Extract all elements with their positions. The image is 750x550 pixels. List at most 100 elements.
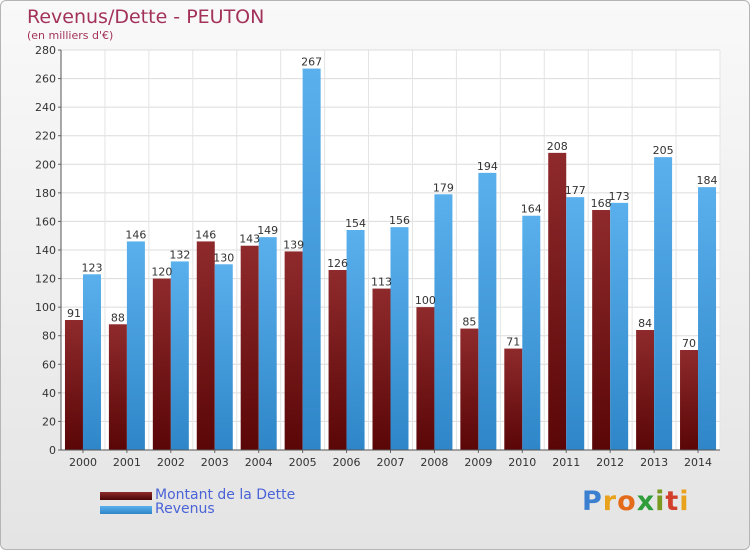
- bar-revenus-2013: [654, 157, 673, 450]
- bar-revenus-2008: [434, 194, 453, 450]
- bar-debt-2013: [636, 330, 655, 450]
- logo-letter: i: [679, 486, 690, 517]
- x-tick-label: 2006: [333, 456, 361, 469]
- bar-revenus-2012: [610, 202, 629, 450]
- y-tick-label: 100: [35, 301, 56, 314]
- x-tick-label: 2003: [201, 456, 229, 469]
- bar-revenus-2010: [522, 215, 541, 450]
- bar-debt-2001: [108, 324, 127, 450]
- bar-revenus-2004: [258, 237, 277, 450]
- bar-debt-2009: [460, 328, 479, 450]
- bar-revenus-2007: [390, 227, 409, 450]
- bar-revenus-2002: [170, 261, 189, 450]
- data-label-revenus: 149: [257, 224, 278, 237]
- y-tick-label: 0: [49, 444, 56, 457]
- bar-debt-2004: [240, 245, 259, 450]
- x-tick-label: 2011: [552, 456, 580, 469]
- legend-label-revenus: Revenus: [155, 501, 215, 517]
- logo-letter: x: [636, 486, 656, 517]
- logo-letter: i: [655, 486, 666, 517]
- data-label-revenus: 205: [653, 144, 674, 157]
- data-label-debt: 113: [371, 276, 392, 289]
- data-label-revenus: 123: [81, 261, 102, 274]
- x-tick-label: 2012: [596, 456, 624, 469]
- y-tick-label: 240: [35, 101, 56, 114]
- bar-revenus-2006: [346, 230, 365, 450]
- x-tick-label: 2004: [245, 456, 273, 469]
- y-tick-label: 140: [35, 244, 56, 257]
- bar-debt-2012: [592, 210, 611, 450]
- bar-revenus-2011: [566, 197, 585, 450]
- data-label-debt: 126: [327, 257, 348, 270]
- x-tick-label: 2009: [464, 456, 492, 469]
- bar-debt-2002: [152, 278, 171, 450]
- y-tick-label: 200: [35, 158, 56, 171]
- chart-subtitle: (en milliers d'€): [27, 29, 114, 42]
- data-label-debt: 70: [682, 337, 696, 350]
- bar-debt-2010: [504, 348, 523, 450]
- data-label-revenus: 179: [433, 181, 454, 194]
- proxiti-logo: Proxiti: [582, 486, 690, 517]
- logo-letter: o: [617, 486, 637, 517]
- bar-debt-2006: [328, 270, 347, 450]
- data-label-debt: 91: [67, 307, 81, 320]
- bar-debt-2008: [416, 307, 435, 450]
- data-label-debt: 139: [283, 238, 304, 251]
- bar-revenus-2005: [302, 68, 321, 451]
- x-tick-label: 2002: [157, 456, 185, 469]
- bar-debt-2014: [680, 350, 699, 450]
- data-label-debt: 84: [638, 317, 652, 330]
- bar-revenus-2003: [214, 264, 233, 450]
- data-label-debt: 88: [111, 311, 125, 324]
- bar-debt-2005: [284, 251, 303, 450]
- x-tick-label: 2005: [289, 456, 317, 469]
- bar-debt-2003: [196, 241, 215, 450]
- data-label-debt: 120: [151, 266, 172, 279]
- data-label-debt: 143: [239, 233, 260, 246]
- y-tick-label: 220: [35, 130, 56, 143]
- x-tick-label: 2007: [377, 456, 405, 469]
- y-tick-label: 260: [35, 73, 56, 86]
- data-label-revenus: 132: [169, 248, 190, 261]
- logo-letter: r: [602, 486, 618, 517]
- data-label-debt: 85: [462, 316, 476, 329]
- bar-revenus-2001: [126, 241, 145, 450]
- data-label-debt: 100: [415, 294, 436, 307]
- y-tick-label: 60: [42, 358, 56, 371]
- legend-label-debt: Montant de la Dette: [155, 487, 296, 503]
- y-tick-label: 160: [35, 215, 56, 228]
- legend-swatch-debt: [100, 492, 152, 500]
- logo-letter: P: [582, 486, 603, 517]
- y-tick-label: 180: [35, 187, 56, 200]
- data-label-revenus: 194: [477, 160, 498, 173]
- chart-title: Revenus/Dette - PEUTON: [27, 6, 265, 28]
- data-label-debt: 71: [506, 336, 520, 349]
- data-label-revenus: 184: [697, 174, 718, 187]
- y-tick-label: 40: [42, 387, 56, 400]
- x-tick-label: 2008: [420, 456, 448, 469]
- data-label-revenus: 156: [389, 214, 410, 227]
- y-tick-label: 120: [35, 273, 56, 286]
- x-tick-label: 2010: [508, 456, 536, 469]
- logo-letter: t: [665, 486, 680, 517]
- data-label-revenus: 173: [609, 190, 630, 203]
- x-tick-label: 2000: [69, 456, 97, 469]
- y-tick-label: 20: [42, 415, 56, 428]
- bar-revenus-2014: [698, 187, 717, 450]
- data-label-revenus: 146: [125, 228, 146, 241]
- bar-revenus-2000: [82, 274, 101, 450]
- data-label-debt: 168: [591, 197, 612, 210]
- bar-debt-2011: [548, 152, 567, 450]
- data-label-debt: 208: [547, 140, 568, 153]
- y-tick-label: 80: [42, 330, 56, 343]
- y-tick-label: 280: [35, 44, 56, 57]
- data-label-revenus: 267: [301, 56, 322, 69]
- data-label-revenus: 177: [565, 184, 586, 197]
- data-label-revenus: 130: [213, 251, 234, 264]
- legend-swatch-revenus: [100, 506, 152, 514]
- data-label-revenus: 164: [521, 203, 542, 216]
- bar-revenus-2009: [478, 172, 497, 450]
- bar-debt-2000: [64, 320, 83, 450]
- data-label-debt: 146: [195, 228, 216, 241]
